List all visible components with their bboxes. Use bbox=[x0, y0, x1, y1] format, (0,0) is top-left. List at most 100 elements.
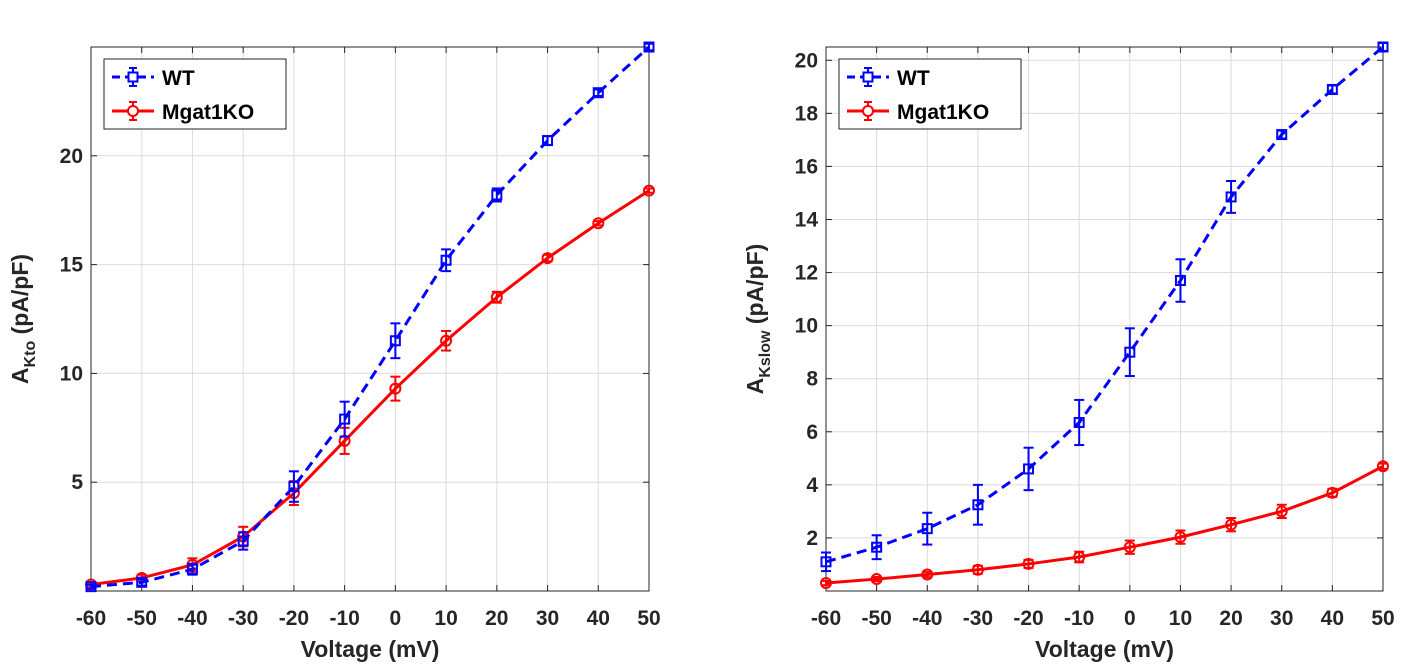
data-point-square bbox=[592, 87, 604, 99]
x-axis-label: Voltage (mV) bbox=[1035, 636, 1174, 662]
x-tick-label: 50 bbox=[1371, 607, 1394, 630]
chart-1: -60 -50 -40 -30 -20 -10 0 10 20 30 40 50 5 10 15 20 Volt… bbox=[7, 41, 661, 662]
legend-label: WT bbox=[897, 67, 930, 90]
x-tick-label: 0 bbox=[390, 607, 402, 630]
data-point-square bbox=[1023, 463, 1035, 475]
data-point-square bbox=[186, 563, 198, 575]
y-axis-label-units: (pA/pF) bbox=[7, 254, 33, 341]
legend: WT Mgat1KO bbox=[103, 58, 287, 130]
x-tick-label: -10 bbox=[329, 607, 359, 630]
y-tick-label: 16 bbox=[795, 155, 818, 178]
y-tick-label: 14 bbox=[795, 208, 819, 231]
data-point-square bbox=[85, 581, 97, 593]
series-Mgat1KO bbox=[820, 460, 1389, 590]
x-tick-label: -30 bbox=[963, 607, 993, 630]
x-tick-label: -60 bbox=[76, 607, 106, 630]
data-point-square bbox=[389, 335, 401, 347]
legend-label: WT bbox=[162, 67, 195, 90]
y-tick-label: 10 bbox=[795, 315, 818, 338]
x-tick-label: 20 bbox=[1219, 607, 1242, 630]
legend-label: Mgat1KO bbox=[897, 101, 989, 124]
series-WT bbox=[820, 41, 1389, 573]
y-tick-label: 18 bbox=[795, 102, 819, 125]
x-tick-label: 30 bbox=[1270, 607, 1293, 630]
x-tick-label: -20 bbox=[279, 607, 309, 630]
y-axis-label: AKto (pA/pF) bbox=[7, 254, 39, 384]
x-tick-label: 50 bbox=[637, 607, 660, 630]
y-axis-label-subscript: Kslow bbox=[757, 330, 774, 378]
data-point-circle bbox=[1326, 486, 1339, 499]
data-point-circle bbox=[490, 291, 503, 304]
data-point-square bbox=[1276, 129, 1288, 141]
series-line-Mgat1KO bbox=[825, 464, 1384, 585]
y-tick-label: 5 bbox=[71, 471, 83, 494]
data-point-square bbox=[972, 499, 984, 511]
legend-marker-square bbox=[862, 71, 874, 83]
legend: WT Mgat1KO bbox=[838, 58, 1022, 130]
x-tick-label: -40 bbox=[912, 607, 942, 630]
y-tick-label: 8 bbox=[806, 368, 818, 391]
axes-box bbox=[90, 46, 650, 592]
data-point-circle bbox=[440, 334, 453, 347]
data-point-circle bbox=[1174, 531, 1187, 544]
legend-box bbox=[103, 58, 287, 130]
data-point-square bbox=[491, 189, 503, 201]
data-point-square bbox=[921, 523, 933, 535]
data-point-square bbox=[643, 41, 655, 53]
data-point-square bbox=[440, 254, 452, 266]
series-line-WT bbox=[90, 45, 651, 589]
series-line-WT bbox=[825, 45, 1384, 564]
chart-2: -60 -50 -40 -30 -20 -10 0 10 20 30 40 50 2 4 6 8 10 12 14 1… bbox=[742, 41, 1395, 662]
data-point-circle bbox=[870, 573, 883, 586]
data-point-square bbox=[1174, 275, 1186, 287]
data-point-square bbox=[136, 576, 148, 588]
y-tick-label: 15 bbox=[60, 254, 84, 277]
x-tick-label: -50 bbox=[861, 607, 891, 630]
data-point-circle bbox=[389, 382, 402, 395]
y-axis-label: AKslow (pA/pF) bbox=[742, 244, 774, 395]
plot-area bbox=[91, 47, 649, 591]
y-axis-label-main: A bbox=[742, 378, 768, 395]
data-point-square bbox=[1073, 416, 1085, 428]
data-point-circle bbox=[971, 563, 984, 576]
data-point-circle bbox=[592, 217, 605, 230]
x-tick-label: -10 bbox=[1064, 607, 1094, 630]
legend-marker-circle bbox=[127, 105, 139, 117]
y-axis-label-subscript: Kto bbox=[22, 341, 39, 368]
data-point-square bbox=[1326, 83, 1338, 95]
x-tick-label: -40 bbox=[177, 607, 207, 630]
data-point-square bbox=[1225, 191, 1237, 203]
x-tick-label: 10 bbox=[1169, 607, 1192, 630]
legend-label: Mgat1KO bbox=[162, 101, 254, 124]
y-axis-label-main: A bbox=[7, 367, 33, 384]
y-tick-label: 4 bbox=[806, 474, 818, 497]
x-tick-label: 0 bbox=[1124, 607, 1136, 630]
data-point-circle bbox=[1123, 541, 1136, 554]
plot-area bbox=[826, 47, 1383, 591]
data-point-square bbox=[542, 135, 554, 147]
x-tick-label: 30 bbox=[536, 607, 559, 630]
y-tick-label: 12 bbox=[795, 262, 818, 285]
x-tick-label: -20 bbox=[1013, 607, 1043, 630]
data-point-square bbox=[288, 481, 300, 493]
data-point-square bbox=[339, 413, 351, 425]
y-tick-label: 6 bbox=[806, 421, 818, 444]
data-point-circle bbox=[1022, 557, 1035, 570]
data-point-circle bbox=[820, 577, 832, 590]
data-point-circle bbox=[643, 184, 655, 197]
legend-marker-square bbox=[127, 71, 139, 83]
x-tick-label: -50 bbox=[127, 607, 157, 630]
x-tick-label: 40 bbox=[1321, 607, 1344, 630]
y-tick-label: 20 bbox=[60, 145, 83, 168]
x-tick-label: 10 bbox=[434, 607, 457, 630]
y-tick-label: 2 bbox=[806, 527, 818, 550]
legend-box bbox=[838, 58, 1022, 130]
x-tick-label: 40 bbox=[587, 607, 610, 630]
x-tick-label: -30 bbox=[228, 607, 258, 630]
data-point-square bbox=[871, 541, 883, 553]
series-line-Mgat1KO bbox=[90, 189, 650, 586]
data-point-circle bbox=[1225, 518, 1238, 531]
data-point-square bbox=[237, 535, 249, 547]
x-tick-label: 20 bbox=[485, 607, 508, 630]
